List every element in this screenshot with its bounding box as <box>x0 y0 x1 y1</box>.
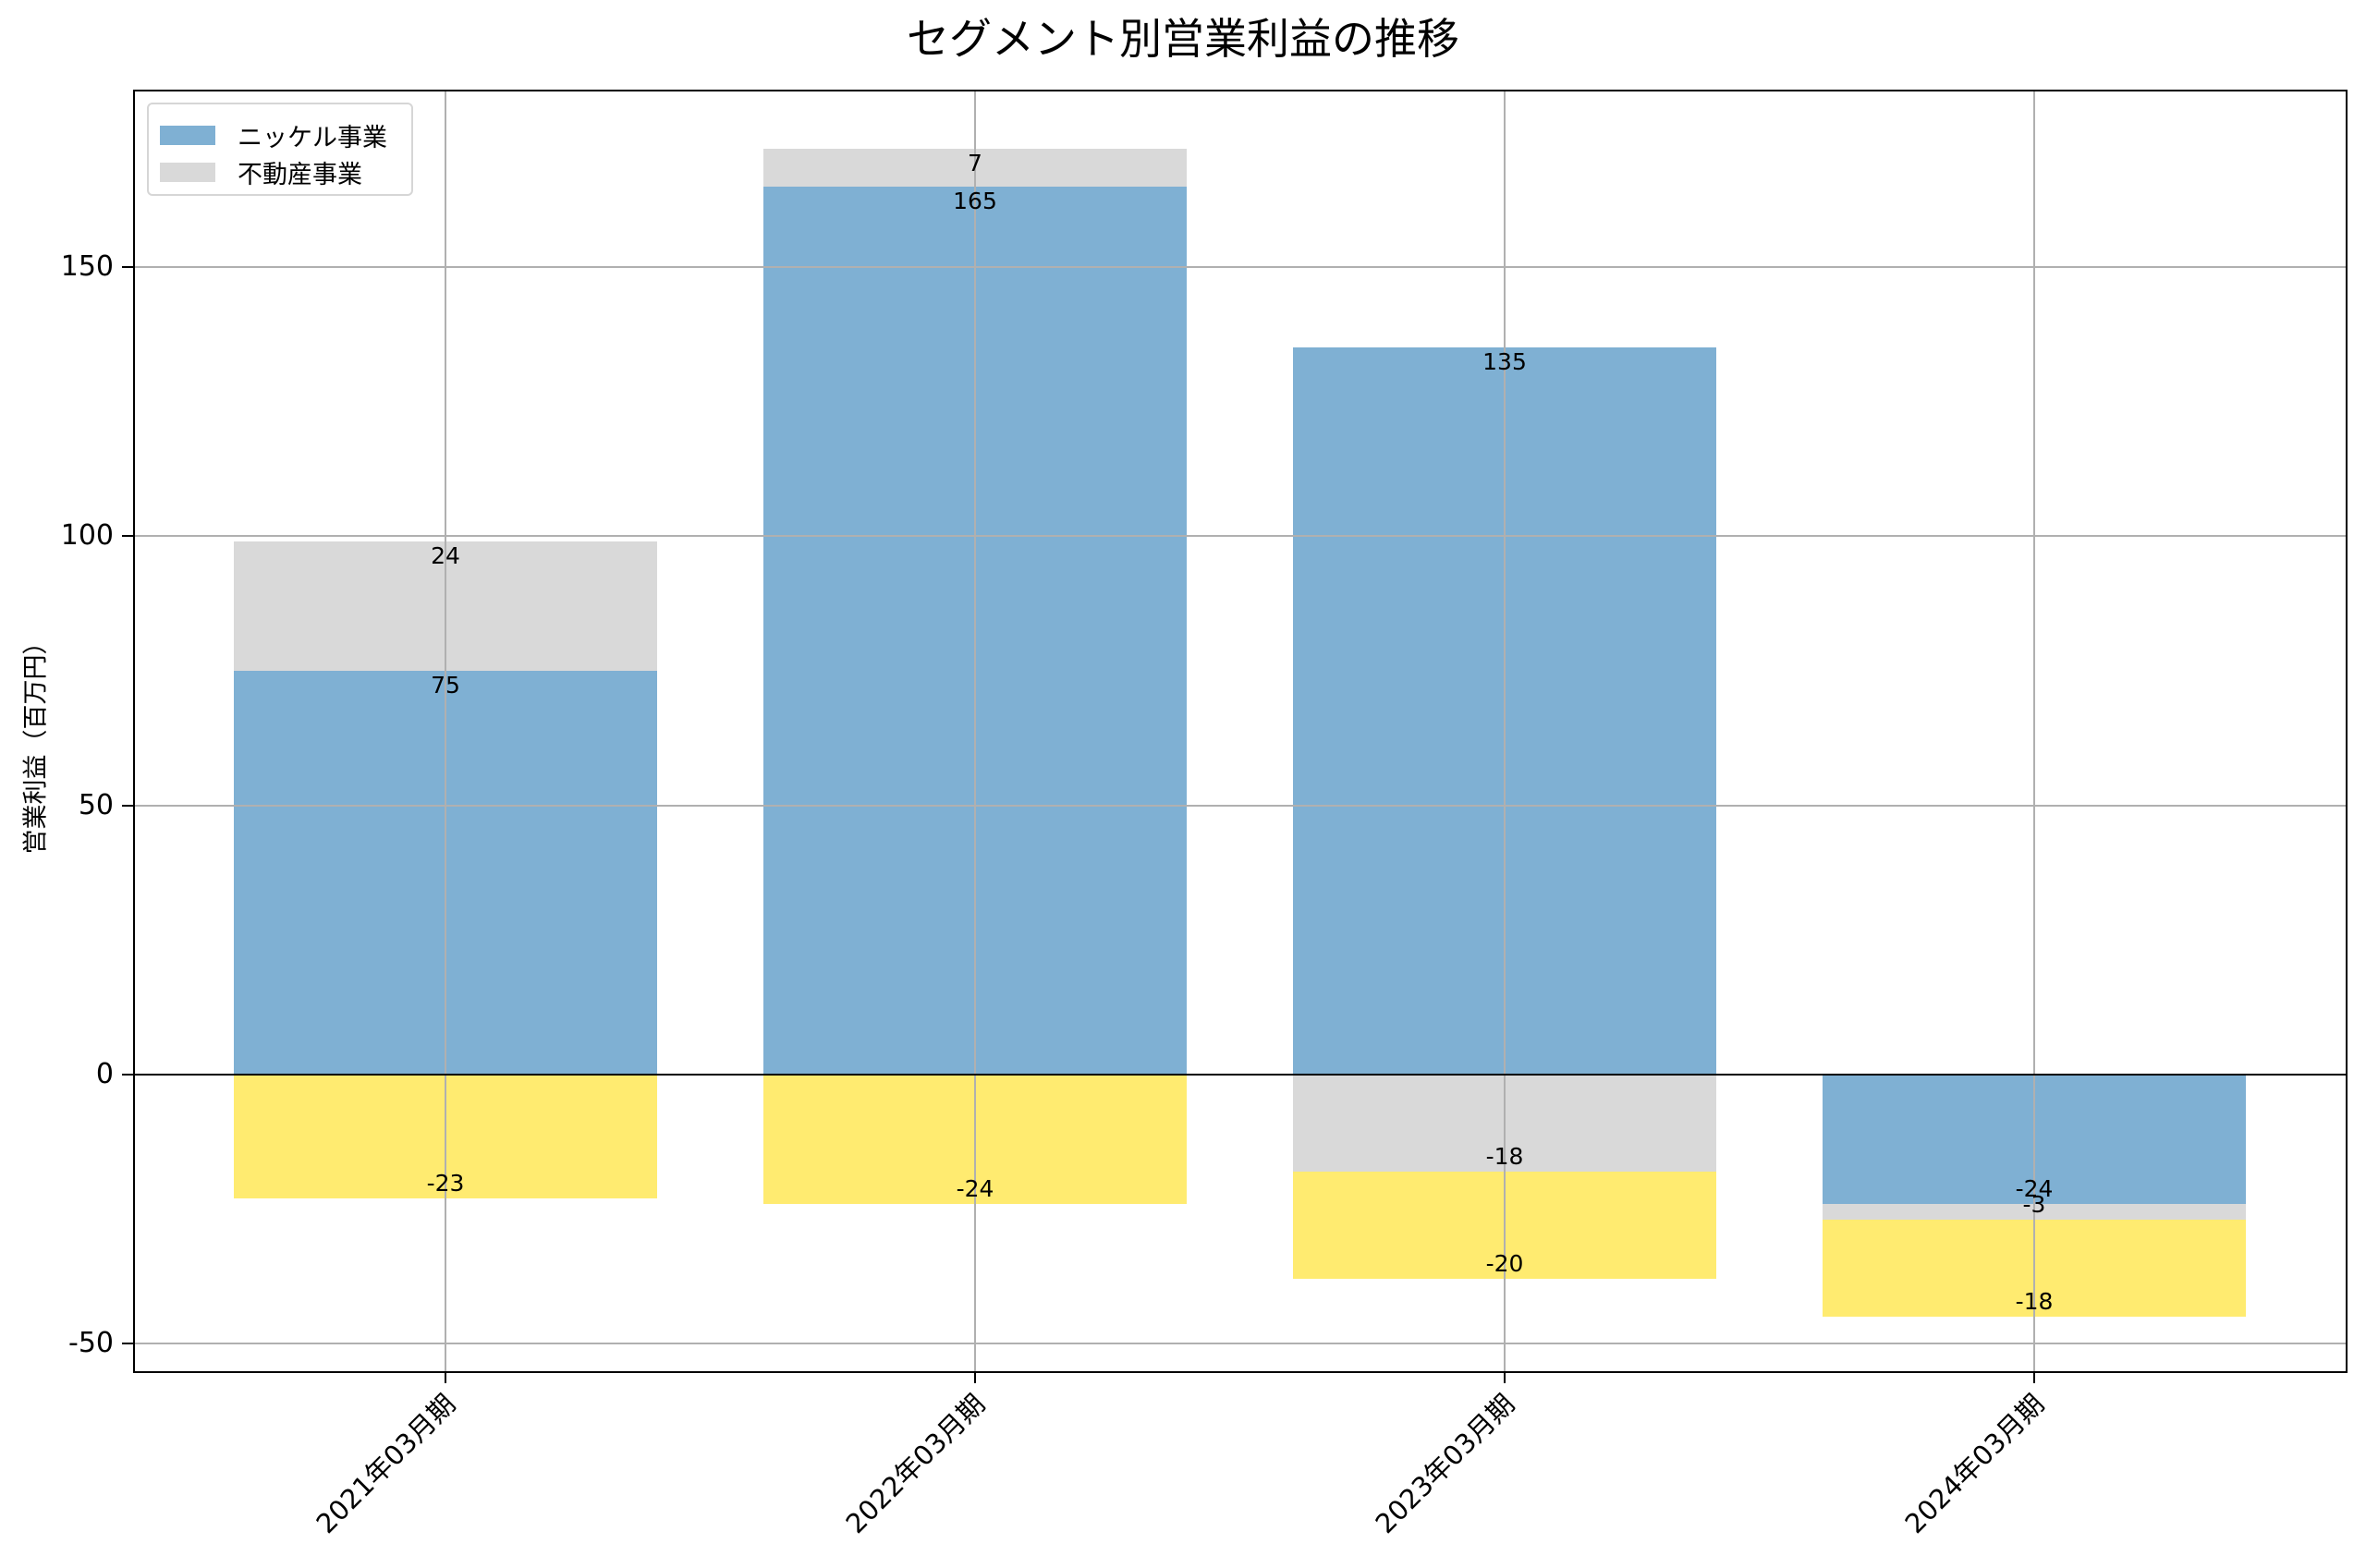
bar-value-label: -24 <box>956 1174 994 1202</box>
x-tick-label: 2022年03月期 <box>839 1388 992 1540</box>
bar-value-label: 75 <box>431 671 460 699</box>
y-tick-label: 50 <box>78 788 114 821</box>
legend-swatch-nickel <box>160 125 215 145</box>
chart-title: セグメント別営業利益の推移 <box>907 14 1459 64</box>
y-tick <box>122 266 133 269</box>
legend-item-real-estate: 不動産事業 <box>160 158 362 189</box>
gridline-vertical <box>974 91 976 1372</box>
gridline-vertical <box>445 91 446 1372</box>
legend: ニッケル事業 不動産事業 <box>147 103 413 196</box>
gridline-horizontal <box>134 1343 2347 1345</box>
bar-value-label: -3 <box>2022 1191 2046 1219</box>
zero-line <box>134 1073 2347 1076</box>
y-tick <box>122 535 133 538</box>
gridline-vertical <box>1504 91 1506 1372</box>
legend-label-real-estate: 不動産事業 <box>238 160 362 189</box>
y-tick <box>122 1073 133 1076</box>
legend-swatch-real-estate <box>160 162 215 182</box>
y-tick-label: 100 <box>60 519 114 553</box>
x-tick-label: 2021年03月期 <box>310 1388 462 1540</box>
y-tick-label: 0 <box>95 1057 114 1090</box>
gridline-horizontal <box>134 535 2347 538</box>
bar-value-label: -24 <box>2015 1174 2054 1202</box>
gridline-horizontal <box>134 266 2347 269</box>
x-tick <box>2033 1372 2035 1383</box>
bar-value-label: -20 <box>1485 1250 1524 1278</box>
plot-area: ニッケル事業 不動産事業 75 24 -23 2021年03月期 165 7 -24 2022… <box>61 90 2348 1539</box>
x-tick <box>445 1372 446 1383</box>
bar-value-label: -18 <box>2015 1287 2054 1315</box>
bar-value-label: 165 <box>953 187 997 214</box>
y-axis-label: 営業利益（百万円） <box>21 629 51 855</box>
x-tick-label: 2023年03月期 <box>1369 1388 1521 1540</box>
legend-label-nickel: ニッケル事業 <box>238 123 387 152</box>
gridline-horizontal <box>134 804 2347 807</box>
y-tick-label: -50 <box>68 1327 114 1360</box>
x-tick-label: 2024年03月期 <box>1898 1388 2051 1540</box>
gridline-vertical <box>2033 91 2035 1372</box>
x-tick <box>974 1372 976 1383</box>
bar-value-label: 7 <box>968 149 982 176</box>
y-tick <box>122 804 133 807</box>
bar-value-label: -23 <box>426 1169 465 1197</box>
bar-value-label: 24 <box>431 542 460 570</box>
legend-item-nickel: ニッケル事業 <box>160 121 387 152</box>
y-tick-label: 150 <box>60 250 114 284</box>
x-tick <box>1504 1372 1506 1383</box>
bar-value-label: 135 <box>1482 348 1527 376</box>
bar-value-label: -18 <box>1485 1142 1524 1170</box>
y-tick <box>122 1343 133 1345</box>
